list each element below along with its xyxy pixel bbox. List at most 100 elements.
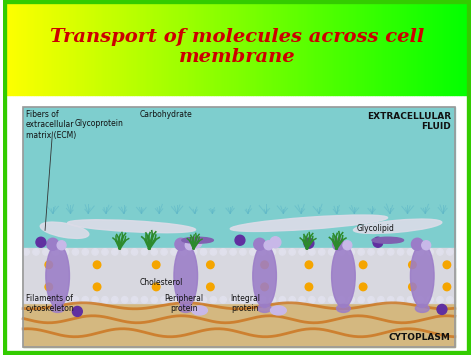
Circle shape (102, 249, 108, 255)
Circle shape (279, 249, 285, 255)
Circle shape (63, 249, 69, 255)
Bar (216, 0, 219, 95)
Circle shape (368, 249, 374, 255)
Bar (419, 0, 421, 95)
Bar (15, 0, 18, 95)
Bar (468, 0, 471, 95)
Bar (64, 0, 66, 95)
Bar (99, 0, 101, 95)
Bar (326, 0, 328, 95)
Circle shape (171, 296, 177, 303)
Bar (106, 0, 109, 95)
Bar (214, 0, 216, 95)
Circle shape (358, 249, 365, 255)
Bar (443, 0, 445, 95)
Bar (414, 0, 417, 95)
Text: membrane: membrane (179, 49, 295, 66)
Ellipse shape (179, 305, 192, 312)
Bar (137, 0, 139, 95)
Ellipse shape (410, 244, 434, 307)
Bar (239, 0, 242, 95)
Circle shape (92, 296, 98, 303)
Circle shape (151, 296, 157, 303)
Bar (76, 0, 78, 95)
Circle shape (240, 249, 246, 255)
Bar (29, 0, 31, 95)
Bar (200, 0, 202, 95)
Ellipse shape (191, 306, 208, 315)
Circle shape (305, 283, 313, 291)
Bar (127, 0, 129, 95)
Bar (225, 0, 228, 95)
Bar (270, 0, 272, 95)
Circle shape (397, 296, 404, 303)
Ellipse shape (51, 305, 64, 312)
Circle shape (259, 296, 266, 303)
Circle shape (153, 261, 160, 269)
Bar (351, 0, 354, 95)
Bar (123, 0, 125, 95)
Circle shape (289, 296, 295, 303)
Circle shape (250, 296, 256, 303)
Circle shape (201, 296, 207, 303)
Bar (335, 0, 337, 95)
Circle shape (270, 237, 281, 248)
Ellipse shape (68, 220, 195, 233)
Bar (169, 0, 172, 95)
Bar (6, 0, 8, 95)
Bar (386, 0, 389, 95)
Bar (401, 0, 403, 95)
Bar (23, 268, 455, 347)
Bar (345, 0, 347, 95)
Circle shape (289, 249, 295, 255)
Bar (410, 0, 412, 95)
Bar (132, 0, 134, 95)
Bar (454, 0, 456, 95)
Circle shape (53, 249, 59, 255)
Circle shape (207, 261, 214, 269)
Bar (111, 0, 113, 95)
Circle shape (45, 283, 53, 291)
Ellipse shape (40, 222, 89, 239)
Circle shape (417, 296, 423, 303)
Bar (223, 0, 225, 95)
Bar (403, 0, 405, 95)
Bar (337, 0, 340, 95)
Bar (295, 0, 298, 95)
Circle shape (427, 296, 433, 303)
Bar (78, 0, 81, 95)
Circle shape (368, 296, 374, 303)
Bar (197, 0, 200, 95)
Bar (365, 0, 368, 95)
Text: Cholesterol: Cholesterol (139, 278, 183, 286)
Bar (23, 107, 455, 347)
Bar (368, 0, 370, 95)
Circle shape (72, 249, 79, 255)
Bar (139, 0, 141, 95)
Bar (356, 0, 358, 95)
Circle shape (141, 249, 147, 255)
Circle shape (417, 249, 423, 255)
Bar (34, 0, 36, 95)
Bar (195, 0, 197, 95)
Bar (57, 0, 60, 95)
Bar (260, 0, 263, 95)
Bar (382, 0, 384, 95)
Circle shape (53, 296, 59, 303)
Circle shape (36, 237, 46, 247)
Bar (219, 0, 221, 95)
Bar (433, 0, 436, 95)
Bar (426, 0, 428, 95)
Circle shape (175, 238, 187, 250)
Circle shape (378, 296, 384, 303)
Bar (286, 0, 288, 95)
Circle shape (210, 296, 217, 303)
Bar (466, 0, 468, 95)
Bar (109, 0, 111, 95)
Bar (23, 248, 455, 304)
Bar (258, 0, 260, 95)
Bar (317, 0, 319, 95)
Circle shape (185, 241, 194, 250)
Bar (71, 0, 73, 95)
Bar (146, 0, 148, 95)
